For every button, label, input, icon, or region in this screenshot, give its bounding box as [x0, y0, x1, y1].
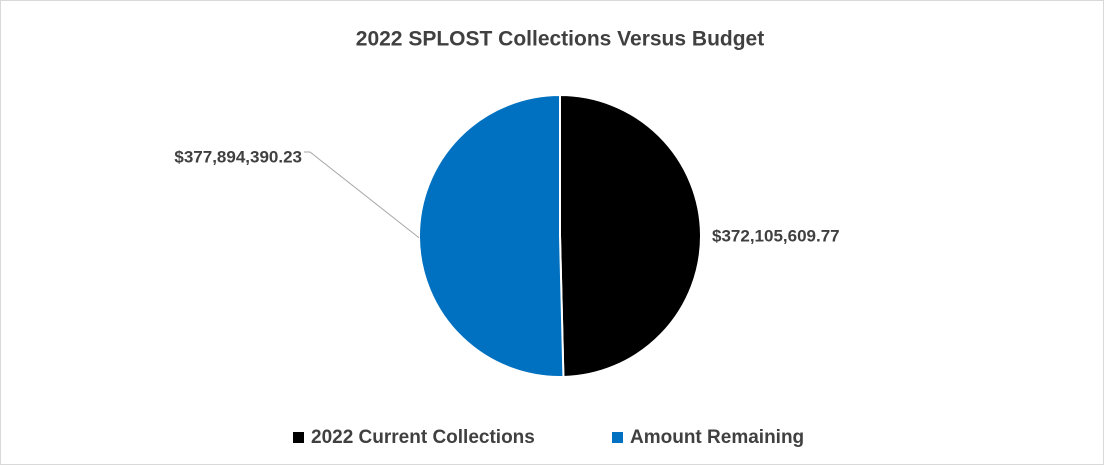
pie-slice [418, 93, 565, 378]
pie-slice [559, 93, 702, 378]
legend-label: Amount Remaining [630, 427, 804, 448]
legend-swatch [293, 432, 304, 443]
data-label: $377,894,390.23 [174, 147, 302, 166]
chart-title: 2022 SPLOST Collections Versus Budget [356, 28, 764, 51]
data-label: $372,105,609.77 [712, 226, 840, 245]
legend-label: 2022 Current Collections [311, 427, 535, 448]
leader-line [304, 151, 420, 239]
legend-swatch [612, 432, 623, 443]
